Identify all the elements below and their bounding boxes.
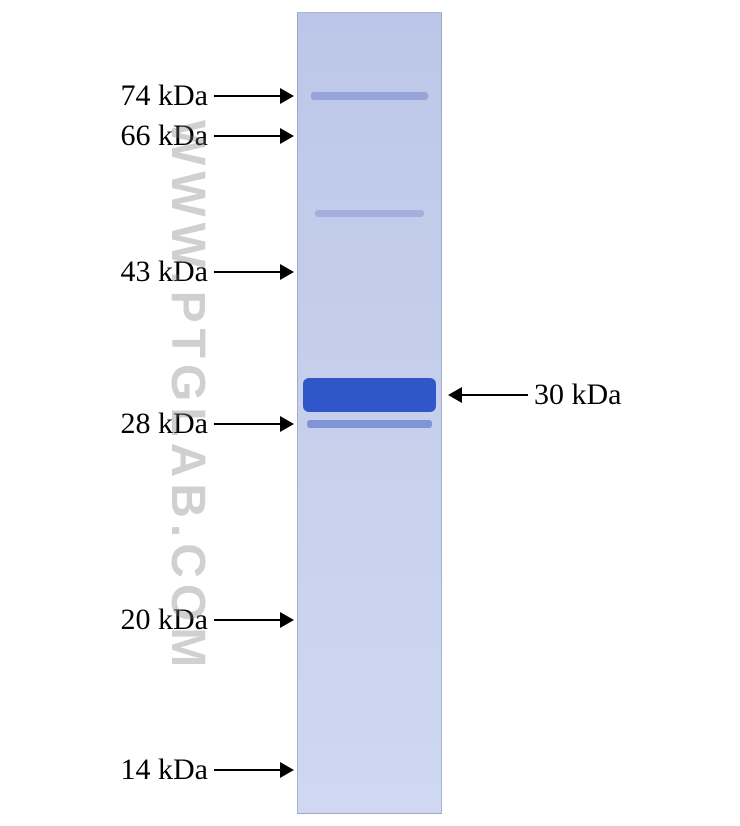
gel-figure: 74 kDa66 kDa43 kDa28 kDa20 kDa14 kDa 30 … [0, 0, 740, 826]
gel-band [307, 420, 432, 428]
gel-band [303, 378, 436, 412]
watermark-text: WWW.PTGLAB.COM [160, 120, 215, 673]
marker-label: 74 kDa [121, 81, 208, 111]
gel-band [315, 210, 424, 217]
marker-label: 14 kDa [121, 755, 208, 785]
target-band-label: 30 kDa [534, 380, 621, 410]
gel-band [311, 92, 428, 100]
gel-lane [297, 12, 442, 814]
